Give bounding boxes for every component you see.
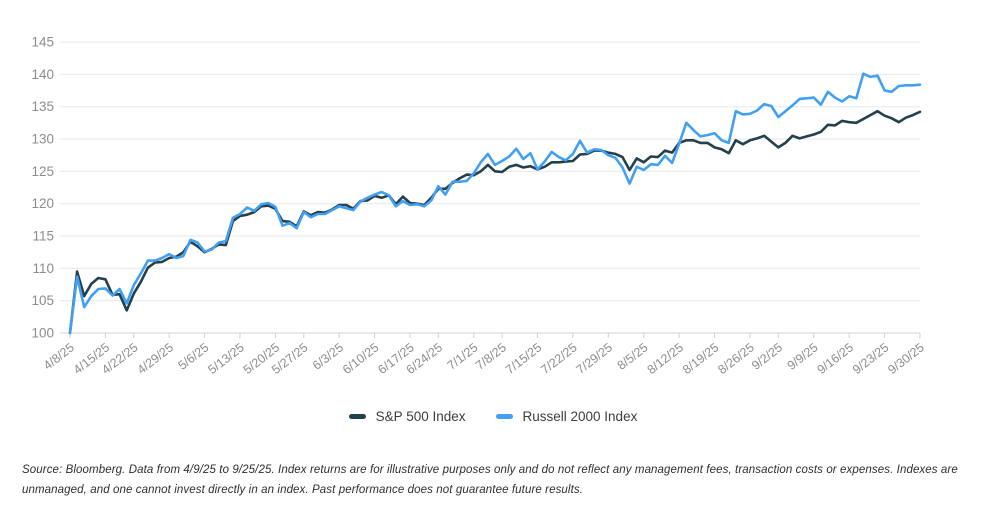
performance-chart: 100 105 110 115 120 125 130 135 140 145 4/8/25 4/15… <box>0 35 986 496</box>
legend-item-russell-2000: Russell 2000 Index <box>495 408 638 424</box>
russell-2000-legend-swatch-icon <box>495 413 513 419</box>
sp500-legend-swatch-icon <box>348 413 366 419</box>
svg-text:6/10/25: 6/10/25 <box>340 340 382 377</box>
svg-text:9/16/25: 9/16/25 <box>815 340 857 377</box>
sp500-index-line <box>68 109 922 335</box>
svg-text:125: 125 <box>31 164 54 179</box>
svg-text:8/19/25: 8/19/25 <box>680 340 722 377</box>
svg-text:8/12/25: 8/12/25 <box>645 340 687 377</box>
svg-text:5/13/25: 5/13/25 <box>205 340 247 377</box>
svg-text:115: 115 <box>32 229 54 244</box>
svg-text:9/23/25: 9/23/25 <box>850 340 892 377</box>
svg-text:7/15/25: 7/15/25 <box>503 340 545 377</box>
svg-text:7/29/25: 7/29/25 <box>574 340 616 377</box>
svg-text:100: 100 <box>31 326 54 341</box>
svg-text:135: 135 <box>31 99 54 114</box>
svg-text:7/1/25: 7/1/25 <box>445 340 481 372</box>
svg-text:9/2/25: 9/2/25 <box>749 340 785 372</box>
russell-2000-index-line <box>68 72 922 335</box>
svg-text:7/22/25: 7/22/25 <box>538 340 580 377</box>
svg-text:8/26/25: 8/26/25 <box>715 340 757 377</box>
svg-text:110: 110 <box>32 261 54 276</box>
sp500-legend-label: S&P 500 Index <box>375 408 466 424</box>
legend-item-sp500: S&P 500 Index <box>348 408 466 424</box>
russell-2000-legend-label: Russell 2000 Index <box>522 408 638 424</box>
svg-text:120: 120 <box>31 196 54 211</box>
chart-legend: S&P 500 Index Russell 2000 Index <box>0 405 986 427</box>
svg-text:130: 130 <box>31 132 54 147</box>
svg-text:9/30/25: 9/30/25 <box>885 340 927 377</box>
svg-text:145: 145 <box>31 35 54 50</box>
y-axis-labels: 100 105 110 115 120 125 130 135 140 145 <box>31 35 54 341</box>
svg-text:4/29/25: 4/29/25 <box>135 340 177 377</box>
x-axis: 4/8/254/15/254/22/254/29/25 5/6/255/13/25… <box>41 333 927 377</box>
gridlines <box>60 41 920 334</box>
chart-canvas: 100 105 110 115 120 125 130 135 140 145 4/8/254/15… <box>31 35 927 378</box>
source-footnote: Source: Bloomberg. Data from 4/9/25 to 9… <box>22 464 958 496</box>
svg-text:140: 140 <box>31 67 54 82</box>
svg-text:105: 105 <box>31 293 54 308</box>
